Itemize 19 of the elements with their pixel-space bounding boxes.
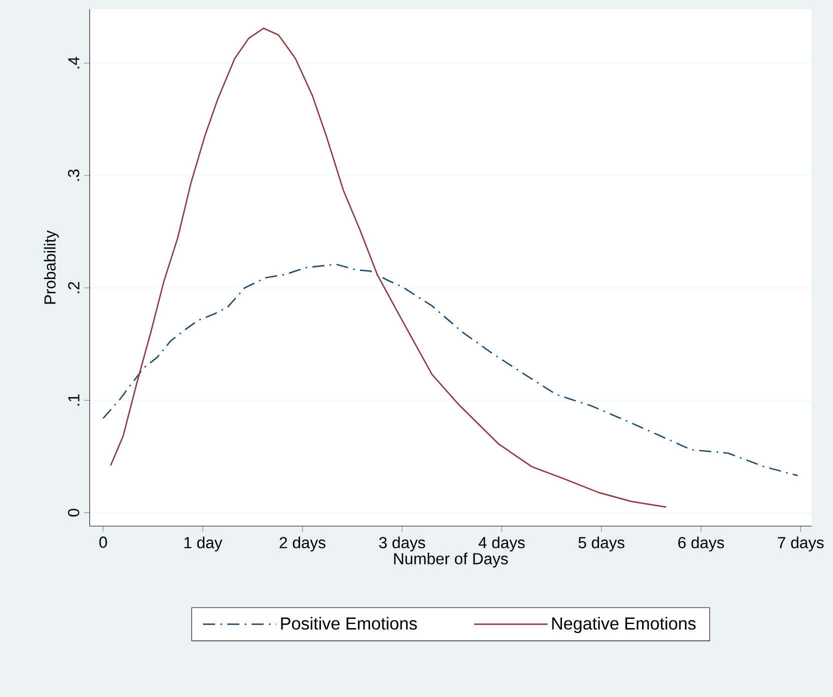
y-tick-label: .3 [68, 170, 80, 181]
legend-label: Positive Emotions [281, 616, 417, 630]
legend-label: Negative Emotions [552, 616, 696, 634]
y-tick-label: .2 [68, 282, 80, 294]
y-tick-label: 0 [68, 508, 80, 516]
y-axis-title: Probability [44, 230, 59, 304]
x-axis-title: Number of Days [394, 552, 508, 568]
y-tick-label: .4 [68, 56, 80, 68]
x-tick-label: 3 days [379, 536, 426, 552]
line-series [110, 28, 667, 508]
x-tick-label: 1 day [184, 536, 222, 552]
x-tick-label: 0 [99, 536, 107, 548]
y-tick-label: .1 [68, 394, 80, 406]
x-tick-label: 5 days [578, 536, 624, 552]
line-series [102, 264, 798, 476]
x-tick-label: 6 days [678, 536, 724, 552]
x-tick-label: 2 days [280, 536, 326, 552]
x-tick-label: 4 days [478, 536, 525, 552]
x-tick-label: 7 days [778, 536, 824, 552]
